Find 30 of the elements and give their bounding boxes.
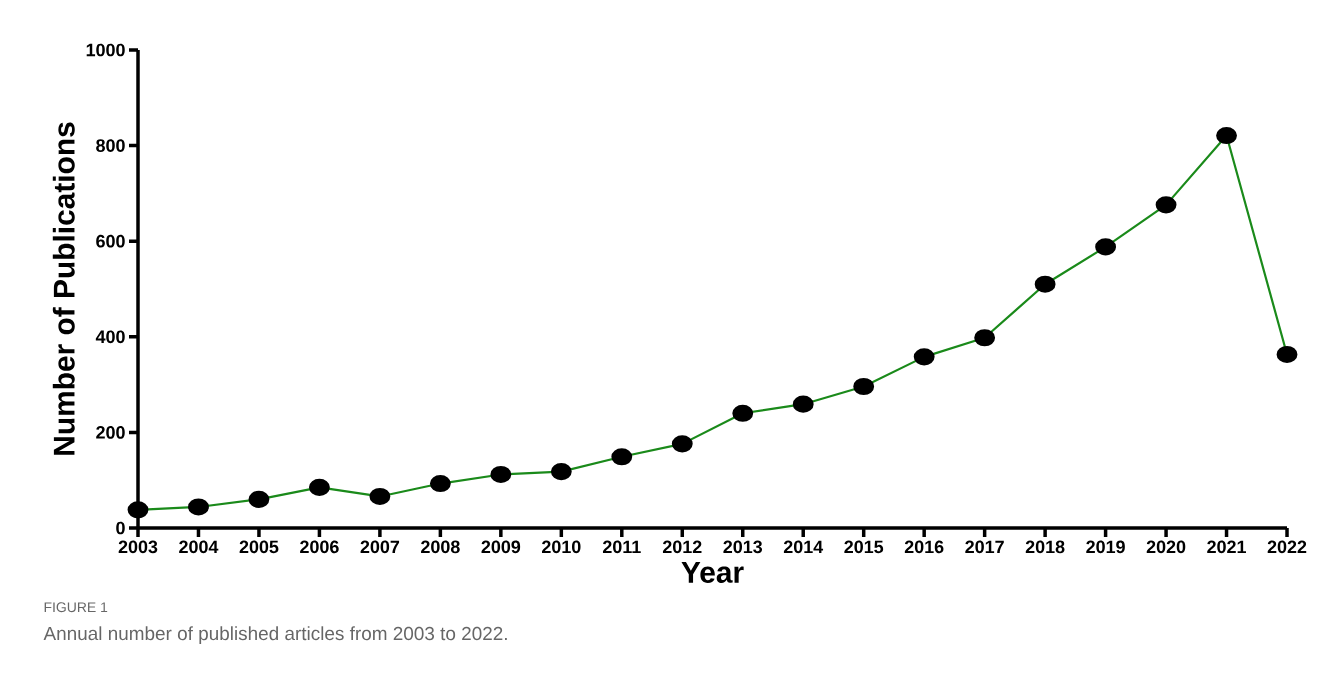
x-axis-title: Year [681, 562, 744, 583]
x-tick-label: 2021 [1207, 540, 1246, 554]
x-tick-label: 2015 [844, 540, 884, 554]
y-tick-label: 200 [96, 426, 125, 439]
x-tick-label: 2010 [542, 540, 581, 554]
y-tick-label: 0 [116, 521, 125, 535]
y-tick-label: 600 [96, 234, 125, 248]
y-tick-label: 800 [96, 139, 125, 152]
text: Annual number of published articles from 2003 to 2022. [43, 626, 507, 644]
x-tick-label: 2019 [1086, 540, 1125, 554]
x-tick-label: 2009 [481, 540, 521, 554]
x-tick-label: 2011 [602, 540, 641, 554]
x-tick-label: 2004 [179, 540, 219, 554]
x-tick-label: 2020 [1146, 540, 1186, 554]
x-tick-label: 2006 [300, 540, 339, 554]
x-tick-label: 2022 [1267, 540, 1307, 554]
x-tick-label: 2018 [1025, 540, 1065, 554]
x-tick-label: 2014 [783, 540, 824, 554]
x-tick-label: 2017 [965, 540, 1004, 554]
x-tick-label: 2012 [662, 540, 702, 554]
x-tick-label: 2008 [421, 540, 460, 554]
x-tick-label: 2003 [118, 540, 158, 554]
y-tick-label: 1000 [86, 43, 125, 57]
x-tick-label: 2007 [360, 540, 400, 554]
x-tick-label: 2005 [239, 540, 279, 554]
x-tick-label: 2016 [904, 540, 944, 554]
caption: FIGURE 1 [44, 602, 108, 613]
y-tick-label: 400 [95, 330, 125, 344]
y-axis-title: Number of Publications [52, 122, 75, 455]
x-tick-label: 2013 [723, 540, 763, 554]
